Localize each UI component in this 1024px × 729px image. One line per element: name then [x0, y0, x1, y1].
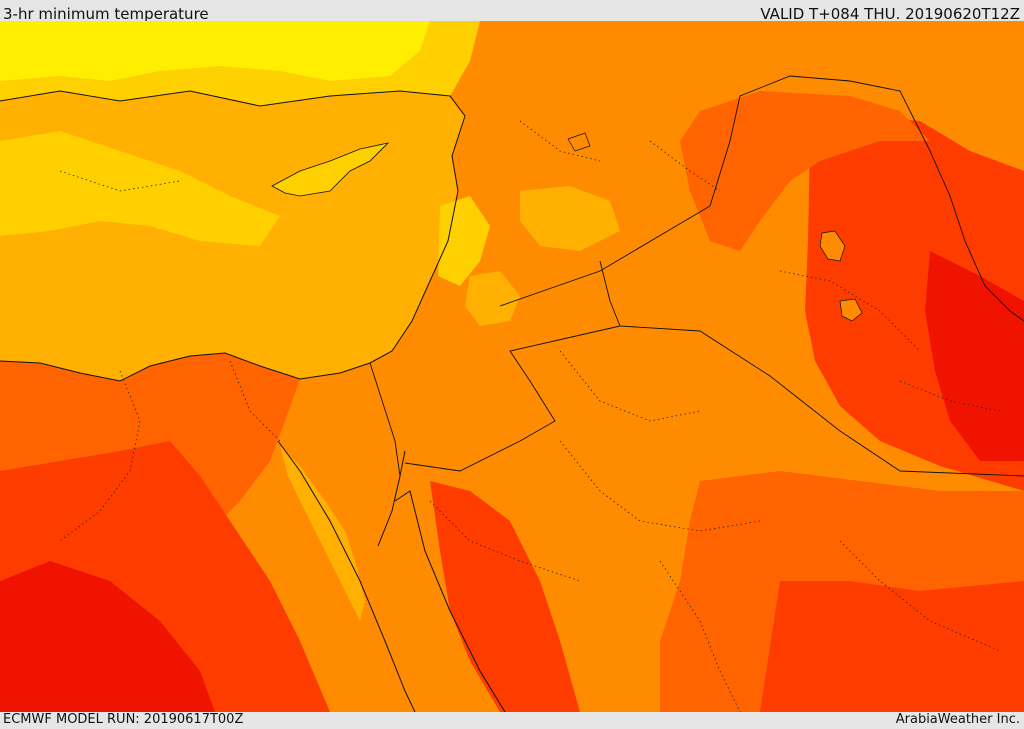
north-coastline: [0, 90, 466, 382]
credit-label: ArabiaWeather Inc.: [895, 712, 1020, 727]
jordan-iraq-border: [599, 260, 1024, 477]
cyprus-island: [271, 142, 390, 197]
provincial-boundaries: [59, 120, 1001, 712]
eastern-hottest-region: [925, 251, 1024, 461]
temperature-map: [0, 21, 1024, 712]
northeast-dark-band: [680, 91, 930, 251]
lake-tharthar: [819, 230, 846, 262]
anatolia-zone: [480, 21, 1024, 116]
egypt-israel-border: [369, 362, 401, 477]
syria-cool-patch: [520, 186, 620, 251]
map-title: 3-hr minimum temperature: [3, 5, 209, 23]
jordan-saudi-border: [404, 325, 621, 472]
valid-time-label: VALID T+084 THU. 20190620T12Z: [760, 5, 1020, 23]
red-sea-coastline-west: [277, 440, 416, 712]
gulf-of-suez-band: [280, 446, 365, 621]
red-sea-coastline-east: [394, 490, 506, 712]
model-run-label: ECMWF MODEL RUN: 20190617T00Z: [3, 712, 244, 727]
syria-iraq-border: [499, 75, 911, 307]
southeast-hottest-zone: [760, 581, 1024, 712]
hejaz-hot-zone: [430, 481, 580, 712]
levant-coast-band: [438, 196, 490, 286]
jordan-cool-patch: [465, 271, 520, 326]
sinai-zone: [300, 363, 400, 541]
lake-assad: [567, 132, 591, 152]
lake-razzaza: [839, 298, 863, 322]
iraq-iran-border: [909, 110, 1024, 322]
red-sea: [278, 441, 500, 712]
north-africa-band: [0, 131, 280, 246]
southwest-hottest-zone: [0, 561, 215, 712]
gulf-of-aqaba-coast: [377, 450, 406, 547]
northern-hot-band: [0, 21, 430, 81]
